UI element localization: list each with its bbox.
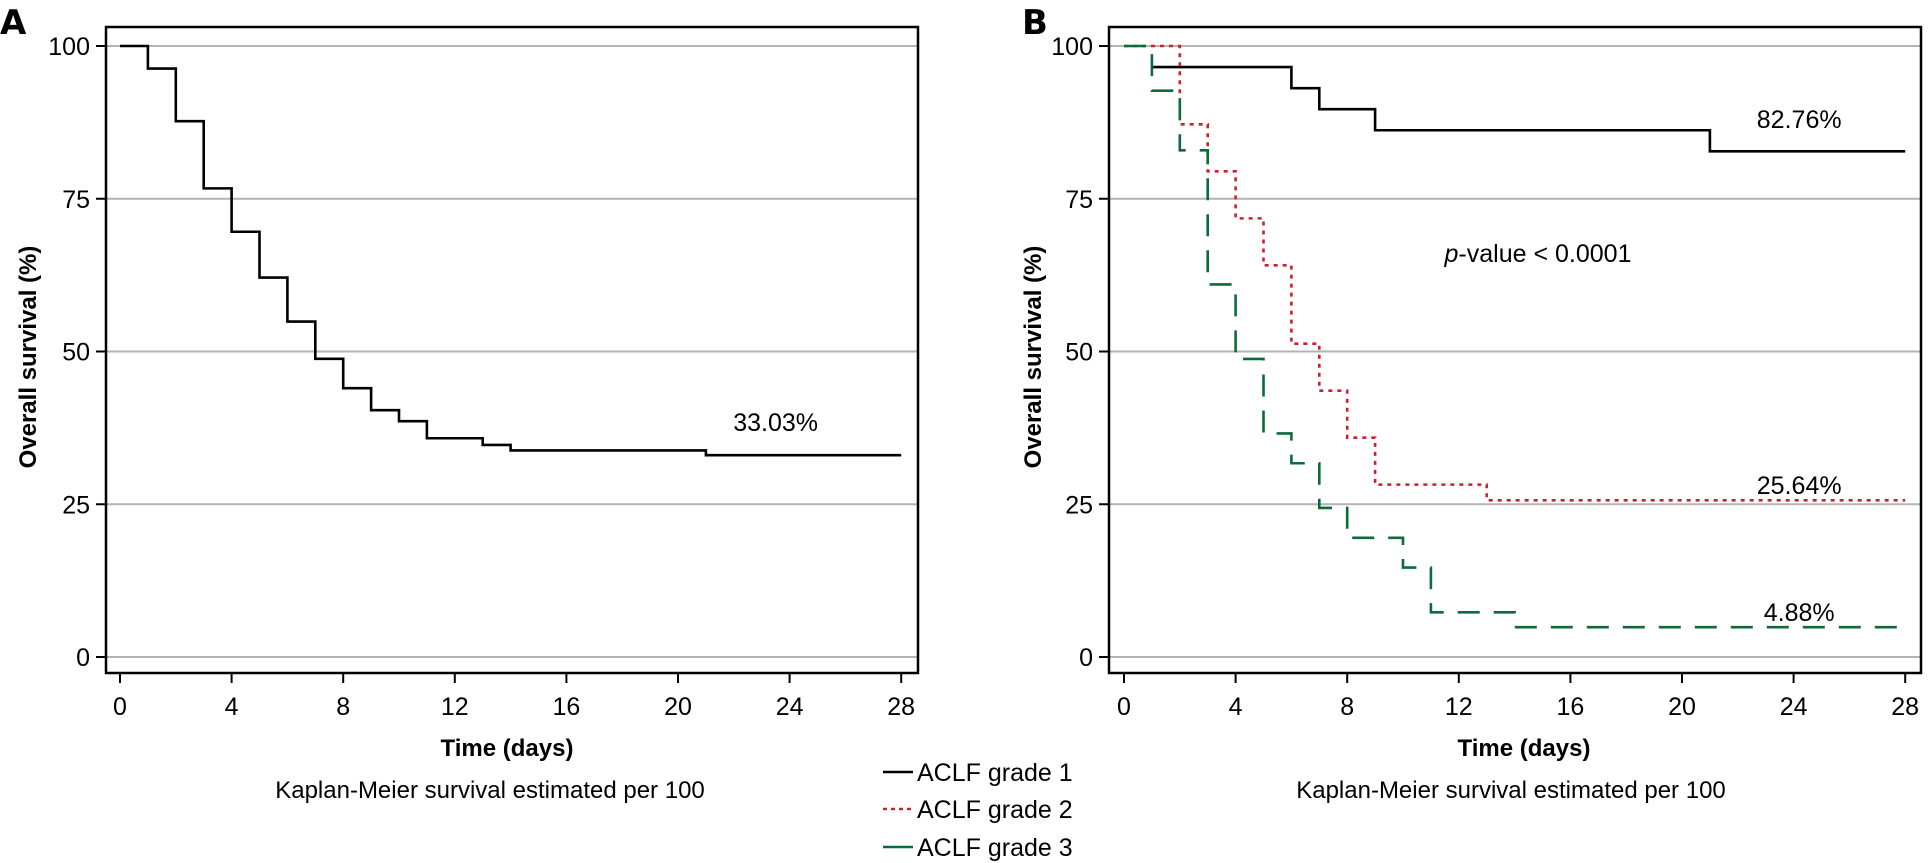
grid-lines xyxy=(1109,45,1921,658)
x-tick-label: 0 xyxy=(1117,693,1131,721)
annotations: 33.03% xyxy=(733,409,818,437)
chart-subtitle: Kaplan-Meier survival estimated per 100 xyxy=(1296,777,1726,804)
data-label: 4.88% xyxy=(1764,599,1835,627)
x-tick-label: 28 xyxy=(887,693,915,721)
x-tick-label: 8 xyxy=(1340,693,1354,721)
chart-subtitle: Kaplan-Meier survival estimated per 100 xyxy=(275,777,705,804)
series-line-overall xyxy=(120,44,902,457)
p-value-text: -value < 0.0001 xyxy=(1458,240,1631,268)
y-tick-label: 100 xyxy=(1051,33,1093,61)
series-group xyxy=(120,44,902,457)
legend-label: ACLF grade 2 xyxy=(917,796,1073,824)
series-group xyxy=(1124,44,1906,629)
panel-letter-b: B xyxy=(1022,3,1048,43)
x-tick-label: 4 xyxy=(1229,693,1243,721)
y-axis-title: Overall survival (%) xyxy=(15,246,42,469)
p-italic: p xyxy=(1444,240,1459,268)
x-axis-title: Time (days) xyxy=(441,735,574,762)
x-tick-label: 24 xyxy=(1780,693,1808,721)
y-tick-label: 100 xyxy=(48,33,90,61)
y-axis-title: Overall survival (%) xyxy=(1020,246,1047,469)
x-tick-label: 0 xyxy=(113,693,127,721)
x-tick-label: 8 xyxy=(336,693,350,721)
series-line-aclf-grade-3 xyxy=(1124,44,1906,629)
x-tick-label: 16 xyxy=(1556,693,1584,721)
data-label: 82.76% xyxy=(1757,106,1842,134)
annotations: 82.76% 25.64% 4.88% xyxy=(1757,106,1842,627)
y-tick-label: 25 xyxy=(62,491,90,519)
legend-label: ACLF grade 3 xyxy=(917,834,1073,862)
data-label: 25.64% xyxy=(1757,472,1842,500)
x-tick-label: 16 xyxy=(552,693,580,721)
x-tick-label: 12 xyxy=(441,693,469,721)
legend-item: ACLF grade 1 xyxy=(883,759,1073,787)
x-axis: 0 4 8 12 16 20 24 28 xyxy=(1117,673,1919,721)
legend: ACLF grade 1 ACLF grade 2 ACLF grade 3 xyxy=(883,759,1073,862)
grid-lines xyxy=(106,45,918,658)
panel-b: B 0 25 50 75 100 0 4 8 12 16 20 24 28 82.76% 25.64% 4… xyxy=(1020,3,1923,804)
y-axis: 0 25 50 75 100 xyxy=(48,33,106,672)
p-value-annotation: p-value < 0.0001 xyxy=(1444,240,1632,268)
y-tick-label: 25 xyxy=(1065,491,1093,519)
legend-item: ACLF grade 3 xyxy=(883,834,1073,862)
series-line-aclf-grade-1 xyxy=(1151,65,1906,153)
legend-label: ACLF grade 1 xyxy=(917,759,1073,787)
y-tick-label: 0 xyxy=(76,644,90,672)
data-label: 33.03% xyxy=(733,409,818,437)
x-tick-label: 28 xyxy=(1891,693,1919,721)
plot-frame xyxy=(1107,25,1923,675)
panel-letter-a: A xyxy=(0,3,27,43)
panel-a: A 0 25 50 75 100 0 4 8 12 16 20 24 28 33.03% Overal… xyxy=(0,3,920,804)
y-tick-label: 0 xyxy=(1079,644,1093,672)
x-tick-label: 20 xyxy=(664,693,692,721)
x-axis: 0 4 8 12 16 20 24 28 xyxy=(113,673,915,721)
y-tick-label: 75 xyxy=(62,186,90,214)
x-tick-label: 20 xyxy=(1668,693,1696,721)
x-axis-title: Time (days) xyxy=(1458,735,1591,762)
y-tick-label: 50 xyxy=(1065,339,1093,367)
y-tick-label: 75 xyxy=(1065,186,1093,214)
legend-item: ACLF grade 2 xyxy=(883,796,1073,824)
y-axis: 0 25 50 75 100 xyxy=(1051,33,1109,672)
x-tick-label: 12 xyxy=(1445,693,1473,721)
series-line-aclf-grade-2 xyxy=(1124,44,1906,502)
x-tick-label: 24 xyxy=(776,693,804,721)
y-tick-label: 50 xyxy=(62,339,90,367)
plot-frame xyxy=(104,25,920,675)
x-tick-label: 4 xyxy=(225,693,239,721)
